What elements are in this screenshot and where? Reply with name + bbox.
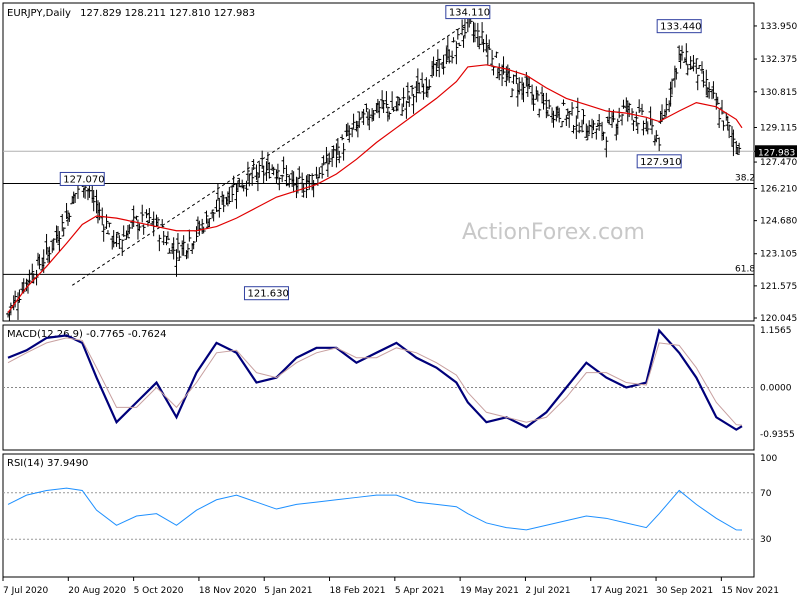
rsi-header: RSI(14) 37.9490	[7, 458, 88, 469]
moving-average-line	[7, 64, 743, 314]
date-label: 18 Nov 2020	[199, 586, 257, 596]
macd-axis-label: 1.1565	[760, 326, 792, 336]
callout-box	[243, 286, 289, 301]
date-label: 5 Apr 2021	[395, 586, 445, 596]
callout-label: 127.910	[640, 157, 681, 168]
callout-box	[636, 154, 682, 169]
chart-title: EURJPY,Daily 127.829 128.211 127.810 127…	[7, 8, 255, 19]
price-axis-label: 123.105	[760, 250, 797, 260]
date-label: 30 Sep 2021	[656, 586, 713, 596]
price-axis-label: 126.210	[760, 185, 797, 195]
macd-axis-label: -0.9355	[760, 430, 795, 440]
macd-signal-line	[7, 337, 743, 426]
price-axis-label: 133.950	[760, 22, 797, 32]
price-callout: 127.910	[636, 154, 682, 169]
trendline	[71, 22, 469, 286]
callout-box	[445, 5, 491, 20]
date-label: 18 Feb 2021	[330, 586, 386, 596]
date-label: 7 Jul 2020	[3, 586, 48, 596]
fib-level-label: 61.8	[735, 264, 755, 274]
callout-label: 133.440	[660, 22, 701, 33]
price-axis-label: 132.375	[760, 55, 797, 65]
rsi-panel-frame	[2, 453, 755, 578]
macd-axis-label: 0.0000	[760, 384, 792, 394]
macd-header: MACD(12,26,9) -0.7765 -0.7624	[7, 329, 167, 340]
callout-box	[59, 171, 105, 186]
price-axis-label: 120.045	[760, 314, 797, 324]
price-axis-label: 124.680	[760, 217, 797, 227]
rsi-axis-label: 100	[760, 454, 777, 464]
price-callout: 127.070	[59, 171, 105, 186]
macd-line	[7, 328, 743, 431]
date-label: 17 Aug 2021	[591, 586, 649, 596]
macd-layer	[3, 328, 754, 431]
rsi-axis-label: 70	[760, 489, 772, 499]
axis-layer: 133.950 132.375 130.815 129.115 127.983127.4…	[2, 22, 797, 596]
callout-box	[656, 19, 702, 34]
price-callout: 133.440	[656, 19, 702, 34]
callout-label: 121.630	[247, 289, 288, 300]
date-label: 20 Aug 2020	[68, 586, 126, 596]
price-layer: 38.2 61.8 134.110 133.440 127.910 127.070 121.…	[3, 5, 755, 322]
rsi-layer	[3, 487, 754, 540]
fib-level-label: 38.2	[735, 173, 755, 183]
current-price-badge	[755, 145, 797, 158]
date-label: 5 Jan 2021	[264, 586, 312, 596]
callout-label: 127.070	[63, 174, 104, 185]
date-label: 2 Jul 2021	[525, 586, 570, 596]
price-axis-label: 121.575	[760, 282, 797, 292]
price-axis-label: 130.815	[760, 88, 797, 98]
callout-label: 134.110	[449, 8, 490, 19]
price-axis-label: 127.470	[760, 158, 797, 168]
watermark: ActionForex.com	[462, 220, 645, 245]
current-price-label: 127.983	[758, 148, 795, 158]
price-axis-label: 129.115	[760, 124, 797, 134]
price-callout: 134.110	[445, 5, 491, 20]
date-label: 19 May 2021	[460, 586, 519, 596]
date-label: 5 Oct 2020	[134, 586, 184, 596]
price-callout: 121.630	[243, 286, 289, 301]
rsi-axis-label: 30	[760, 535, 772, 545]
date-label: 15 Nov 2021	[721, 586, 779, 596]
rsi-line	[7, 487, 743, 531]
